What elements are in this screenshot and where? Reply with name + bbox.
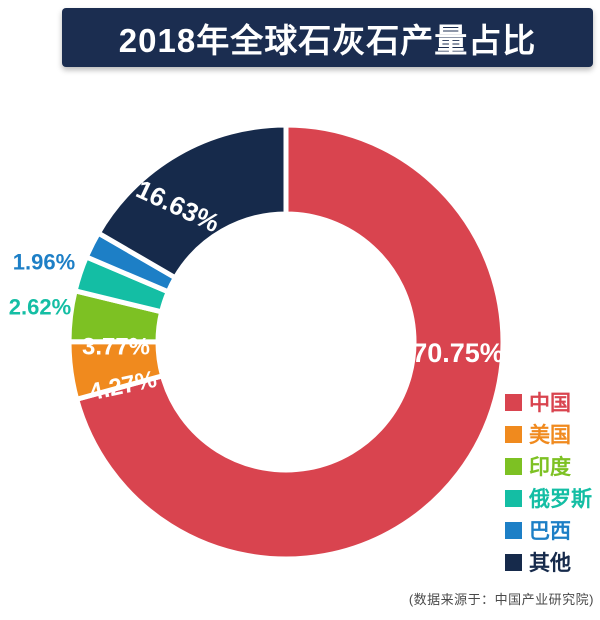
pie-slice-label: 70.75% xyxy=(412,338,504,368)
legend-label: 其他 xyxy=(529,552,571,575)
legend-swatch xyxy=(505,489,522,507)
legend: 中国美国印度俄罗斯巴西其他 xyxy=(505,391,592,575)
legend-swatch xyxy=(505,457,522,475)
legend-swatch xyxy=(505,521,522,539)
title-banner: 2018年全球石灰石产量占比 xyxy=(62,8,593,67)
legend-label: 美国 xyxy=(529,424,571,447)
legend-label: 印度 xyxy=(529,456,571,479)
legend-item: 俄罗斯 xyxy=(505,487,592,511)
legend-label: 俄罗斯 xyxy=(529,488,592,511)
legend-swatch xyxy=(505,393,522,411)
pie-slice-label: 3.77% xyxy=(82,334,150,361)
legend-label: 中国 xyxy=(529,392,571,415)
legend-item: 印度 xyxy=(505,455,592,479)
legend-item: 巴西 xyxy=(505,519,592,543)
legend-item: 其他 xyxy=(505,551,592,575)
source-note: (数据来源于：中国产业研究院) xyxy=(408,592,594,607)
legend-swatch xyxy=(505,425,522,443)
pie-slice xyxy=(95,122,289,281)
legend-item: 中国 xyxy=(505,391,592,415)
legend-swatch xyxy=(505,553,522,571)
pie-slice-label: 2.62% xyxy=(9,295,71,320)
legend-label: 巴西 xyxy=(529,520,571,543)
page-title: 2018年全球石灰石产量占比 xyxy=(118,21,537,59)
pie-slice-label: 1.96% xyxy=(13,250,75,275)
legend-item: 美国 xyxy=(505,423,592,447)
pie-slice xyxy=(74,122,506,562)
